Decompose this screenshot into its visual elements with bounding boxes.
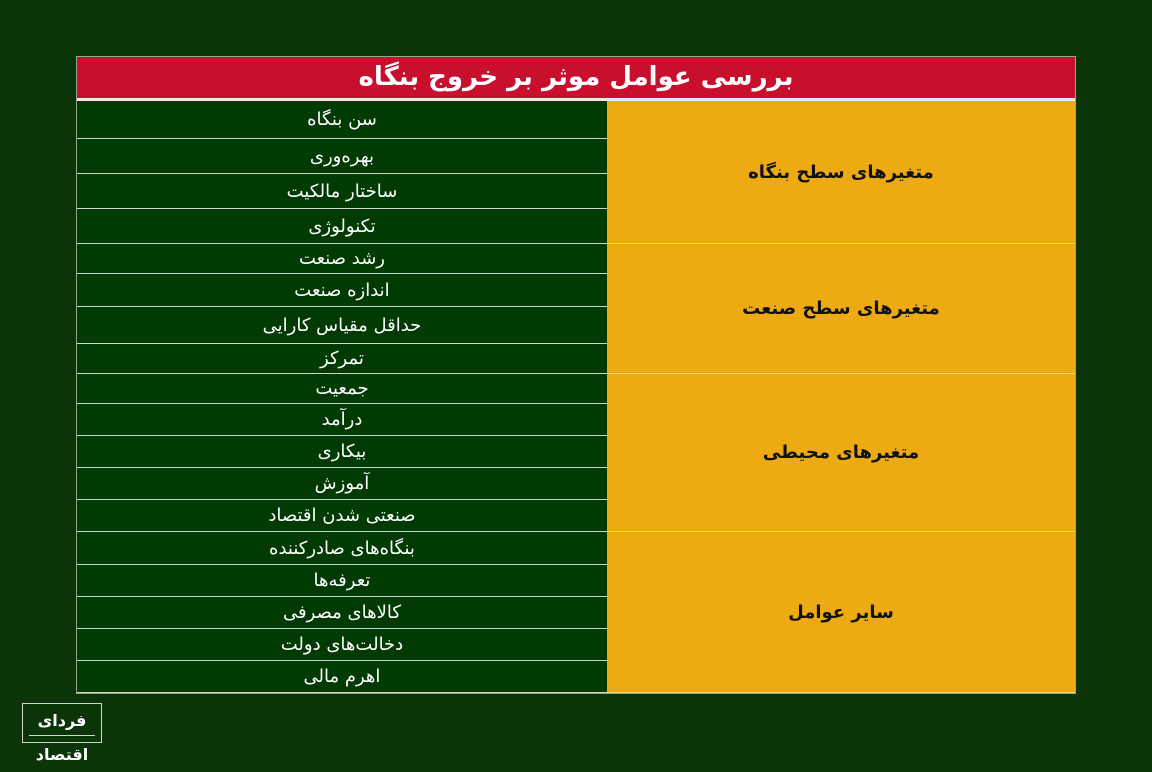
- factor-cell: اهرم مالی: [77, 661, 607, 693]
- factor-cell: بهره‌وری: [77, 139, 607, 174]
- factor-cell: کالاهای مصرفی: [77, 597, 607, 629]
- factor-cell: تکنولوژی: [77, 209, 607, 244]
- factor-cell: صنعتی شدن اقتصاد: [77, 500, 607, 532]
- group-cell: متغیرهای محیطی: [606, 374, 1075, 532]
- factor-cell: تمرکز: [77, 344, 607, 374]
- factor-cell: ساختار مالکیت: [77, 174, 607, 209]
- factor-cell: بنگاه‌های صادرکننده: [77, 532, 607, 565]
- factor-cell: رشد صنعت: [77, 244, 607, 274]
- groups-column: متغیرهای سطح بنگاه متغیرهای سطح صنعت متغیر…: [606, 101, 1075, 693]
- factor-cell: آموزش: [77, 468, 607, 500]
- group-cell: سایر عوامل: [606, 532, 1075, 693]
- logo-text: فردای اقتصاد: [35, 711, 89, 764]
- logo: فردای اقتصاد: [22, 703, 102, 764]
- exit-factors-table: بررسی عوامل موثر بر خروج بنگاه سن بنگاه ب…: [76, 56, 1076, 694]
- factor-cell: تعرفه‌ها: [77, 565, 607, 597]
- group-cell: متغیرهای سطح صنعت: [606, 244, 1075, 374]
- group-cell: متغیرهای سطح بنگاه: [606, 101, 1075, 244]
- factor-cell: بیکاری: [77, 436, 607, 468]
- factor-cell: جمعیت: [77, 374, 607, 404]
- table-title: بررسی عوامل موثر بر خروج بنگاه: [77, 57, 1075, 101]
- table-body: سن بنگاه بهره‌وری ساختار مالکیت تکنولوژی رشد…: [77, 101, 1075, 693]
- factor-cell: دخالت‌های دولت: [77, 629, 607, 661]
- factor-cell: سن بنگاه: [77, 101, 607, 139]
- factor-cell: درآمد: [77, 404, 607, 436]
- logo-underline: [29, 735, 95, 736]
- items-column: سن بنگاه بهره‌وری ساختار مالکیت تکنولوژی رشد…: [77, 101, 607, 693]
- factor-cell: حداقل مقیاس کارایی: [77, 307, 607, 344]
- factor-cell: اندازه صنعت: [77, 274, 607, 307]
